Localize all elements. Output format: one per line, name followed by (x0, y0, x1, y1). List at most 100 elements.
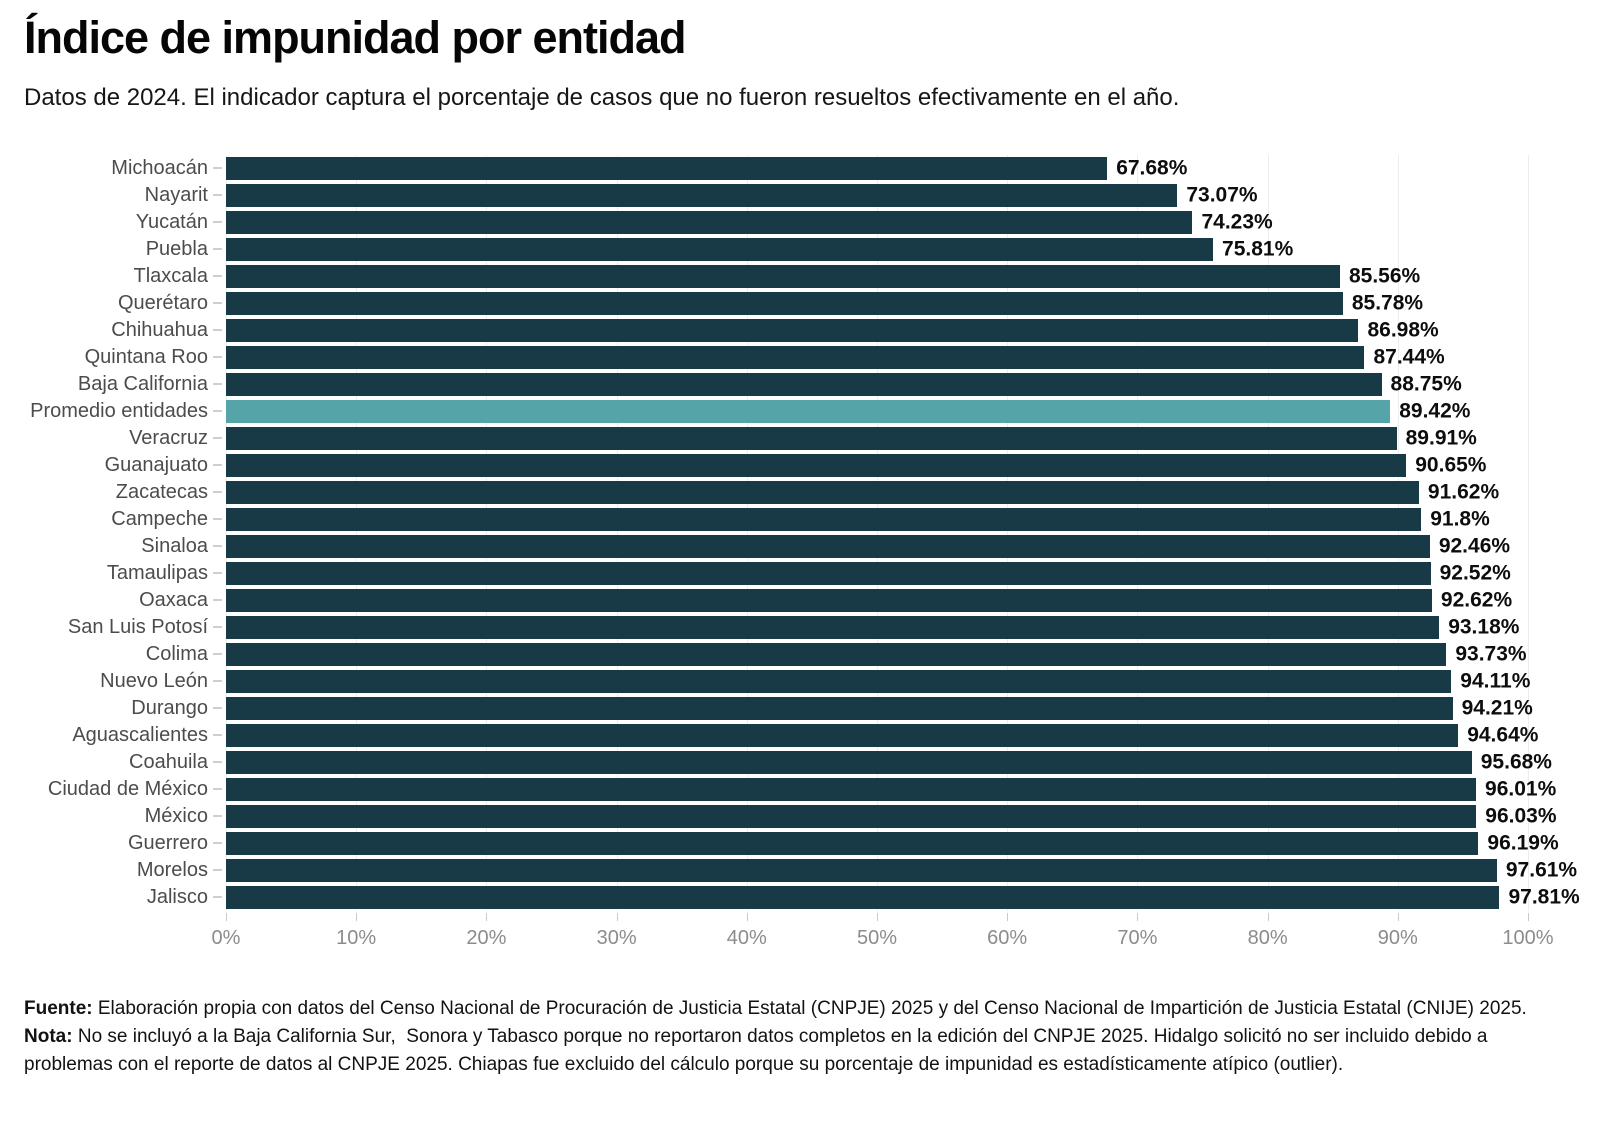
bar-track: 87.44% (226, 345, 1528, 369)
average-bar[interactable] (226, 399, 1391, 423)
x-axis-tick-label: 40% (726, 926, 767, 949)
category-tick (208, 815, 226, 817)
value-label: 85.56% (1348, 264, 1421, 288)
value-label: 88.75% (1390, 372, 1462, 396)
x-axis-tick (1267, 912, 1269, 921)
category-label: Michoacán (111, 157, 208, 180)
bar-row: Zacatecas 91.62% (8, 479, 1576, 506)
x-axis-tick (226, 912, 227, 921)
bar[interactable] (226, 183, 1178, 207)
category-label: Querétaro (117, 292, 208, 315)
bar[interactable] (226, 318, 1359, 342)
category-label: Guerrero (127, 832, 208, 855)
bar-row: Nuevo León 94.11% (8, 668, 1576, 695)
category-tick (208, 275, 226, 277)
source-line: Fuente: Elaboración propia con datos del… (24, 995, 1576, 1023)
bar[interactable] (226, 453, 1407, 477)
bar-track: 74.23% (226, 210, 1528, 234)
bar-row: Yucatán 74.23% (8, 209, 1576, 236)
bar[interactable] (226, 264, 1340, 288)
category-tick (208, 788, 226, 790)
value-label: 93.73% (1455, 642, 1527, 666)
value-label: 86.98% (1367, 318, 1439, 342)
value-label: 97.81% (1508, 885, 1580, 909)
bar[interactable] (226, 669, 1452, 693)
bar-row: Morelos 97.61% (8, 857, 1577, 884)
x-axis-tick (1137, 912, 1139, 921)
note-label: Nota: (24, 1025, 73, 1047)
x-axis-tick (877, 912, 878, 921)
x-axis-tick-label: 50% (856, 926, 898, 949)
bar[interactable] (226, 372, 1382, 396)
category-tick (208, 383, 226, 385)
bar-track: 93.73% (226, 642, 1528, 666)
category-label: Promedio entidades (30, 400, 208, 423)
gridline (226, 154, 227, 911)
bar-track: 75.81% (226, 237, 1528, 261)
bar-row: Querétaro 85.78% (8, 290, 1576, 317)
bar[interactable] (226, 696, 1453, 720)
category-label: Ciudad de México (47, 778, 208, 801)
value-label: 92.46% (1438, 534, 1511, 558)
bar-track: 73.07% (226, 183, 1528, 207)
gridline (616, 154, 618, 911)
gridline (1267, 154, 1269, 911)
footer: Fuente: Elaboración propia con datos del… (24, 995, 1576, 1079)
note-line: Nota: No se incluyó a la Baja California… (24, 1023, 1576, 1079)
category-tick (208, 491, 226, 493)
bar[interactable] (226, 345, 1365, 369)
bar[interactable] (226, 723, 1459, 747)
bar[interactable] (226, 615, 1440, 639)
category-label: México (144, 805, 208, 828)
page-subtitle: Datos de 2024. El indicador captura el p… (24, 83, 1180, 111)
bar-row: Chihuahua 86.98% (8, 317, 1576, 344)
page-title: Índice de impunidad por entidad (24, 12, 687, 63)
bar[interactable] (226, 885, 1500, 909)
bar[interactable] (226, 480, 1419, 504)
value-label: 96.19% (1487, 831, 1559, 855)
bar[interactable] (226, 534, 1430, 558)
bar[interactable] (226, 831, 1479, 855)
bar[interactable] (226, 237, 1214, 261)
category-tick (208, 626, 226, 628)
bar[interactable] (226, 507, 1422, 531)
category-tick (208, 464, 226, 466)
bar[interactable] (226, 804, 1477, 828)
bar-row: Jalisco 97.81% (8, 884, 1580, 911)
x-axis-tick-label: 10% (336, 926, 377, 949)
bar-row: Coahuila 95.68% (8, 749, 1576, 776)
bar-row: Oaxaca 92.62% (8, 587, 1576, 614)
bar[interactable] (226, 642, 1447, 666)
category-tick (208, 194, 226, 196)
bar[interactable] (226, 291, 1343, 315)
bar[interactable] (226, 210, 1193, 234)
bar-track: 67.68% (226, 156, 1528, 180)
bar-row: San Luis Potosí 93.18% (8, 614, 1576, 641)
x-axis-tick (1528, 912, 1529, 921)
bar[interactable] (226, 858, 1497, 882)
category-tick (208, 707, 226, 709)
gridline (356, 154, 358, 911)
category-tick (208, 167, 226, 169)
bar[interactable] (226, 561, 1431, 585)
bar[interactable] (226, 426, 1397, 450)
bar-track: 85.56% (226, 264, 1528, 288)
bar-track: 96.01% (226, 777, 1556, 801)
bar[interactable] (226, 588, 1432, 612)
bar[interactable] (226, 156, 1108, 180)
chart-body: Michoacán 67.68% Nayarit 73.07% Yucatán 74.23… (8, 154, 1580, 911)
value-label: 92.52% (1439, 561, 1511, 585)
x-axis-tick-label: 80% (1247, 926, 1288, 949)
gridline (486, 154, 488, 911)
gridline (877, 154, 878, 911)
category-tick (208, 302, 226, 304)
bar[interactable] (226, 750, 1472, 774)
impunity-bar-chart: Michoacán 67.68% Nayarit 73.07% Yucatán 74.23… (8, 154, 1580, 963)
bar-track: 85.78% (226, 291, 1528, 315)
bar-row: México 96.03% (8, 803, 1576, 830)
value-label: 74.23% (1201, 210, 1273, 234)
bar-row: Tamaulipas 92.52% (8, 560, 1576, 587)
gridline (1137, 154, 1139, 911)
value-label: 91.8% (1430, 507, 1490, 531)
bar[interactable] (226, 777, 1477, 801)
